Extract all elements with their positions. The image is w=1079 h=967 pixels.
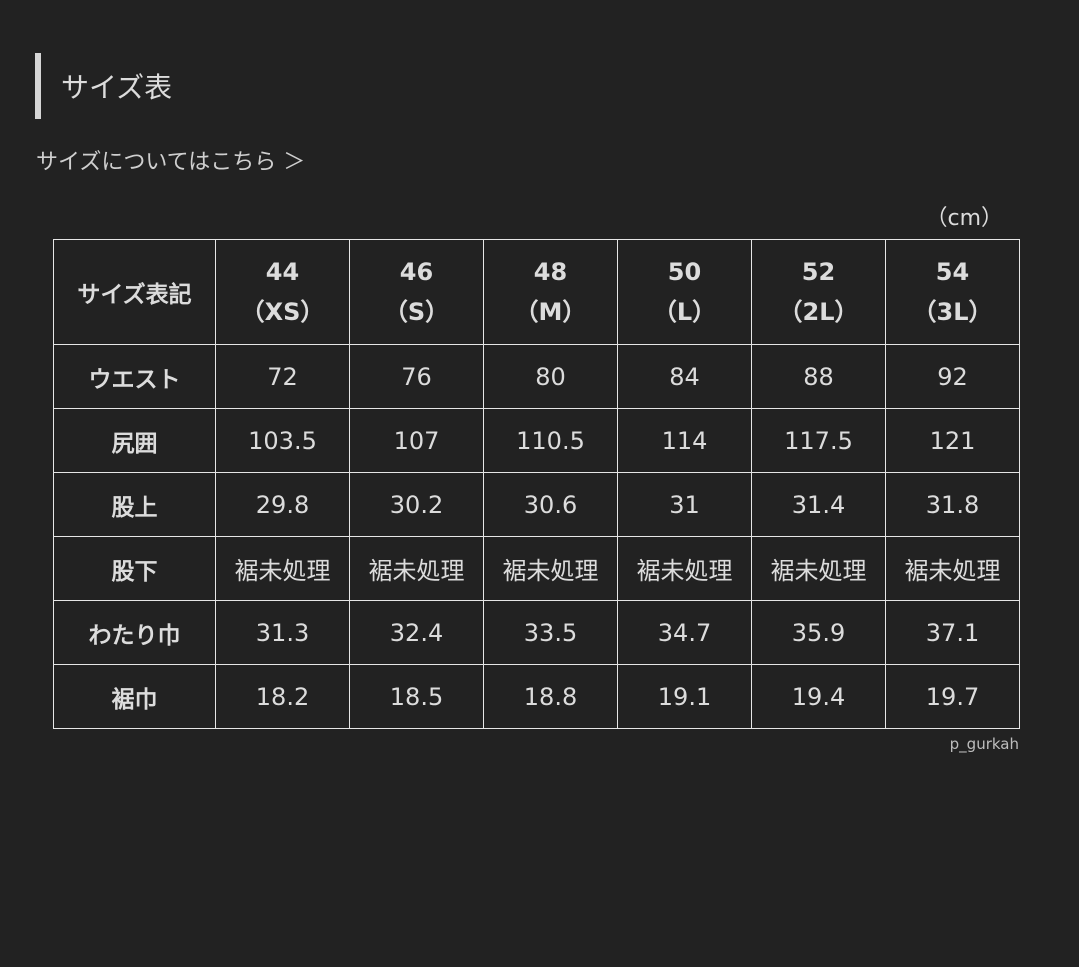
table-row: ウエスト 72 76 80 84 88 92 [53,344,1020,409]
table-cell: 裾未処理 [885,536,1020,601]
row-label: 股上 [53,472,216,537]
size-number: 50 [667,258,702,286]
table-cell: 裾未処理 [617,536,752,601]
table-cell: 31.4 [751,472,886,537]
size-guide-link[interactable]: サイズについてはこちら ＞ [36,150,306,175]
row-label: 尻囲 [53,408,216,473]
table-cell: 33.5 [483,600,618,665]
table-cell: 114 [617,408,752,473]
size-header: 46 （S） [349,239,484,345]
size-number: 52 [801,258,836,286]
table-row: わたり巾 31.3 32.4 33.5 34.7 35.9 37.1 [53,600,1020,665]
table-cell: 76 [349,344,484,409]
table-cell: 裾未処理 [483,536,618,601]
table-cell: 88 [751,344,886,409]
size-number: 48 [533,258,568,286]
size-number: 44 [265,258,300,286]
size-label: （S） [383,298,450,326]
size-label: （3L） [912,298,993,326]
table-row: 尻囲 103.5 107 110.5 114 117.5 121 [53,408,1020,473]
row-label: 裾巾 [53,664,216,729]
table-cell: 32.4 [349,600,484,665]
row-label: わたり巾 [53,600,216,665]
table-cell: 110.5 [483,408,618,473]
table-cell: 37.1 [885,600,1020,665]
table-cell: 18.2 [215,664,350,729]
table-cell: 30.2 [349,472,484,537]
table-cell: 72 [215,344,350,409]
size-header: 54 （3L） [885,239,1020,345]
table-cell: 29.8 [215,472,350,537]
size-label: （XS） [240,298,325,326]
page-title: サイズ表 [61,71,173,104]
unit-label: （cm） [925,206,1003,231]
size-number: 46 [399,258,434,286]
table-cell: 18.5 [349,664,484,729]
size-label: （L） [652,298,717,326]
size-number: 54 [935,258,970,286]
size-table: サイズ表記 44 （XS） 46 （S） 48 （M） 50 （L） 52 （2L） 54 （3L） ウエ… [53,239,1020,729]
size-header: 44 （XS） [215,239,350,345]
table-cell: 裾未処理 [349,536,484,601]
table-cell: 35.9 [751,600,886,665]
table-header-row: サイズ表記 44 （XS） 46 （S） 48 （M） 50 （L） 52 （2L） 54 （3L） [53,239,1020,345]
table-cell: 92 [885,344,1020,409]
table-row: 股下 裾未処理 裾未処理 裾未処理 裾未処理 裾未処理 裾未処理 [53,536,1020,601]
table-cell: 34.7 [617,600,752,665]
table-cell: 31.3 [215,600,350,665]
table-cell: 19.4 [751,664,886,729]
table-cell: 84 [617,344,752,409]
table-cell: 80 [483,344,618,409]
size-label: （2L） [778,298,859,326]
table-cell: 19.1 [617,664,752,729]
table-cell: 18.8 [483,664,618,729]
table-cell: 31.8 [885,472,1020,537]
table-cell: 103.5 [215,408,350,473]
table-cell: 107 [349,408,484,473]
table-cell: 30.6 [483,472,618,537]
credit-text: p_gurkah [949,735,1019,753]
section-heading: サイズ表 [35,53,172,119]
table-row: 裾巾 18.2 18.5 18.8 19.1 19.4 19.7 [53,664,1020,729]
size-header: 48 （M） [483,239,618,345]
size-header: 50 （L） [617,239,752,345]
size-header: 52 （2L） [751,239,886,345]
table-cell: 19.7 [885,664,1020,729]
table-cell: 121 [885,408,1020,473]
table-cell: 117.5 [751,408,886,473]
row-label: 股下 [53,536,216,601]
table-cell: 裾未処理 [215,536,350,601]
size-label: （M） [514,298,587,326]
header-corner: サイズ表記 [53,239,216,345]
table-row: 股上 29.8 30.2 30.6 31 31.4 31.8 [53,472,1020,537]
row-label: ウエスト [53,344,216,409]
table-cell: 裾未処理 [751,536,886,601]
table-cell: 31 [617,472,752,537]
